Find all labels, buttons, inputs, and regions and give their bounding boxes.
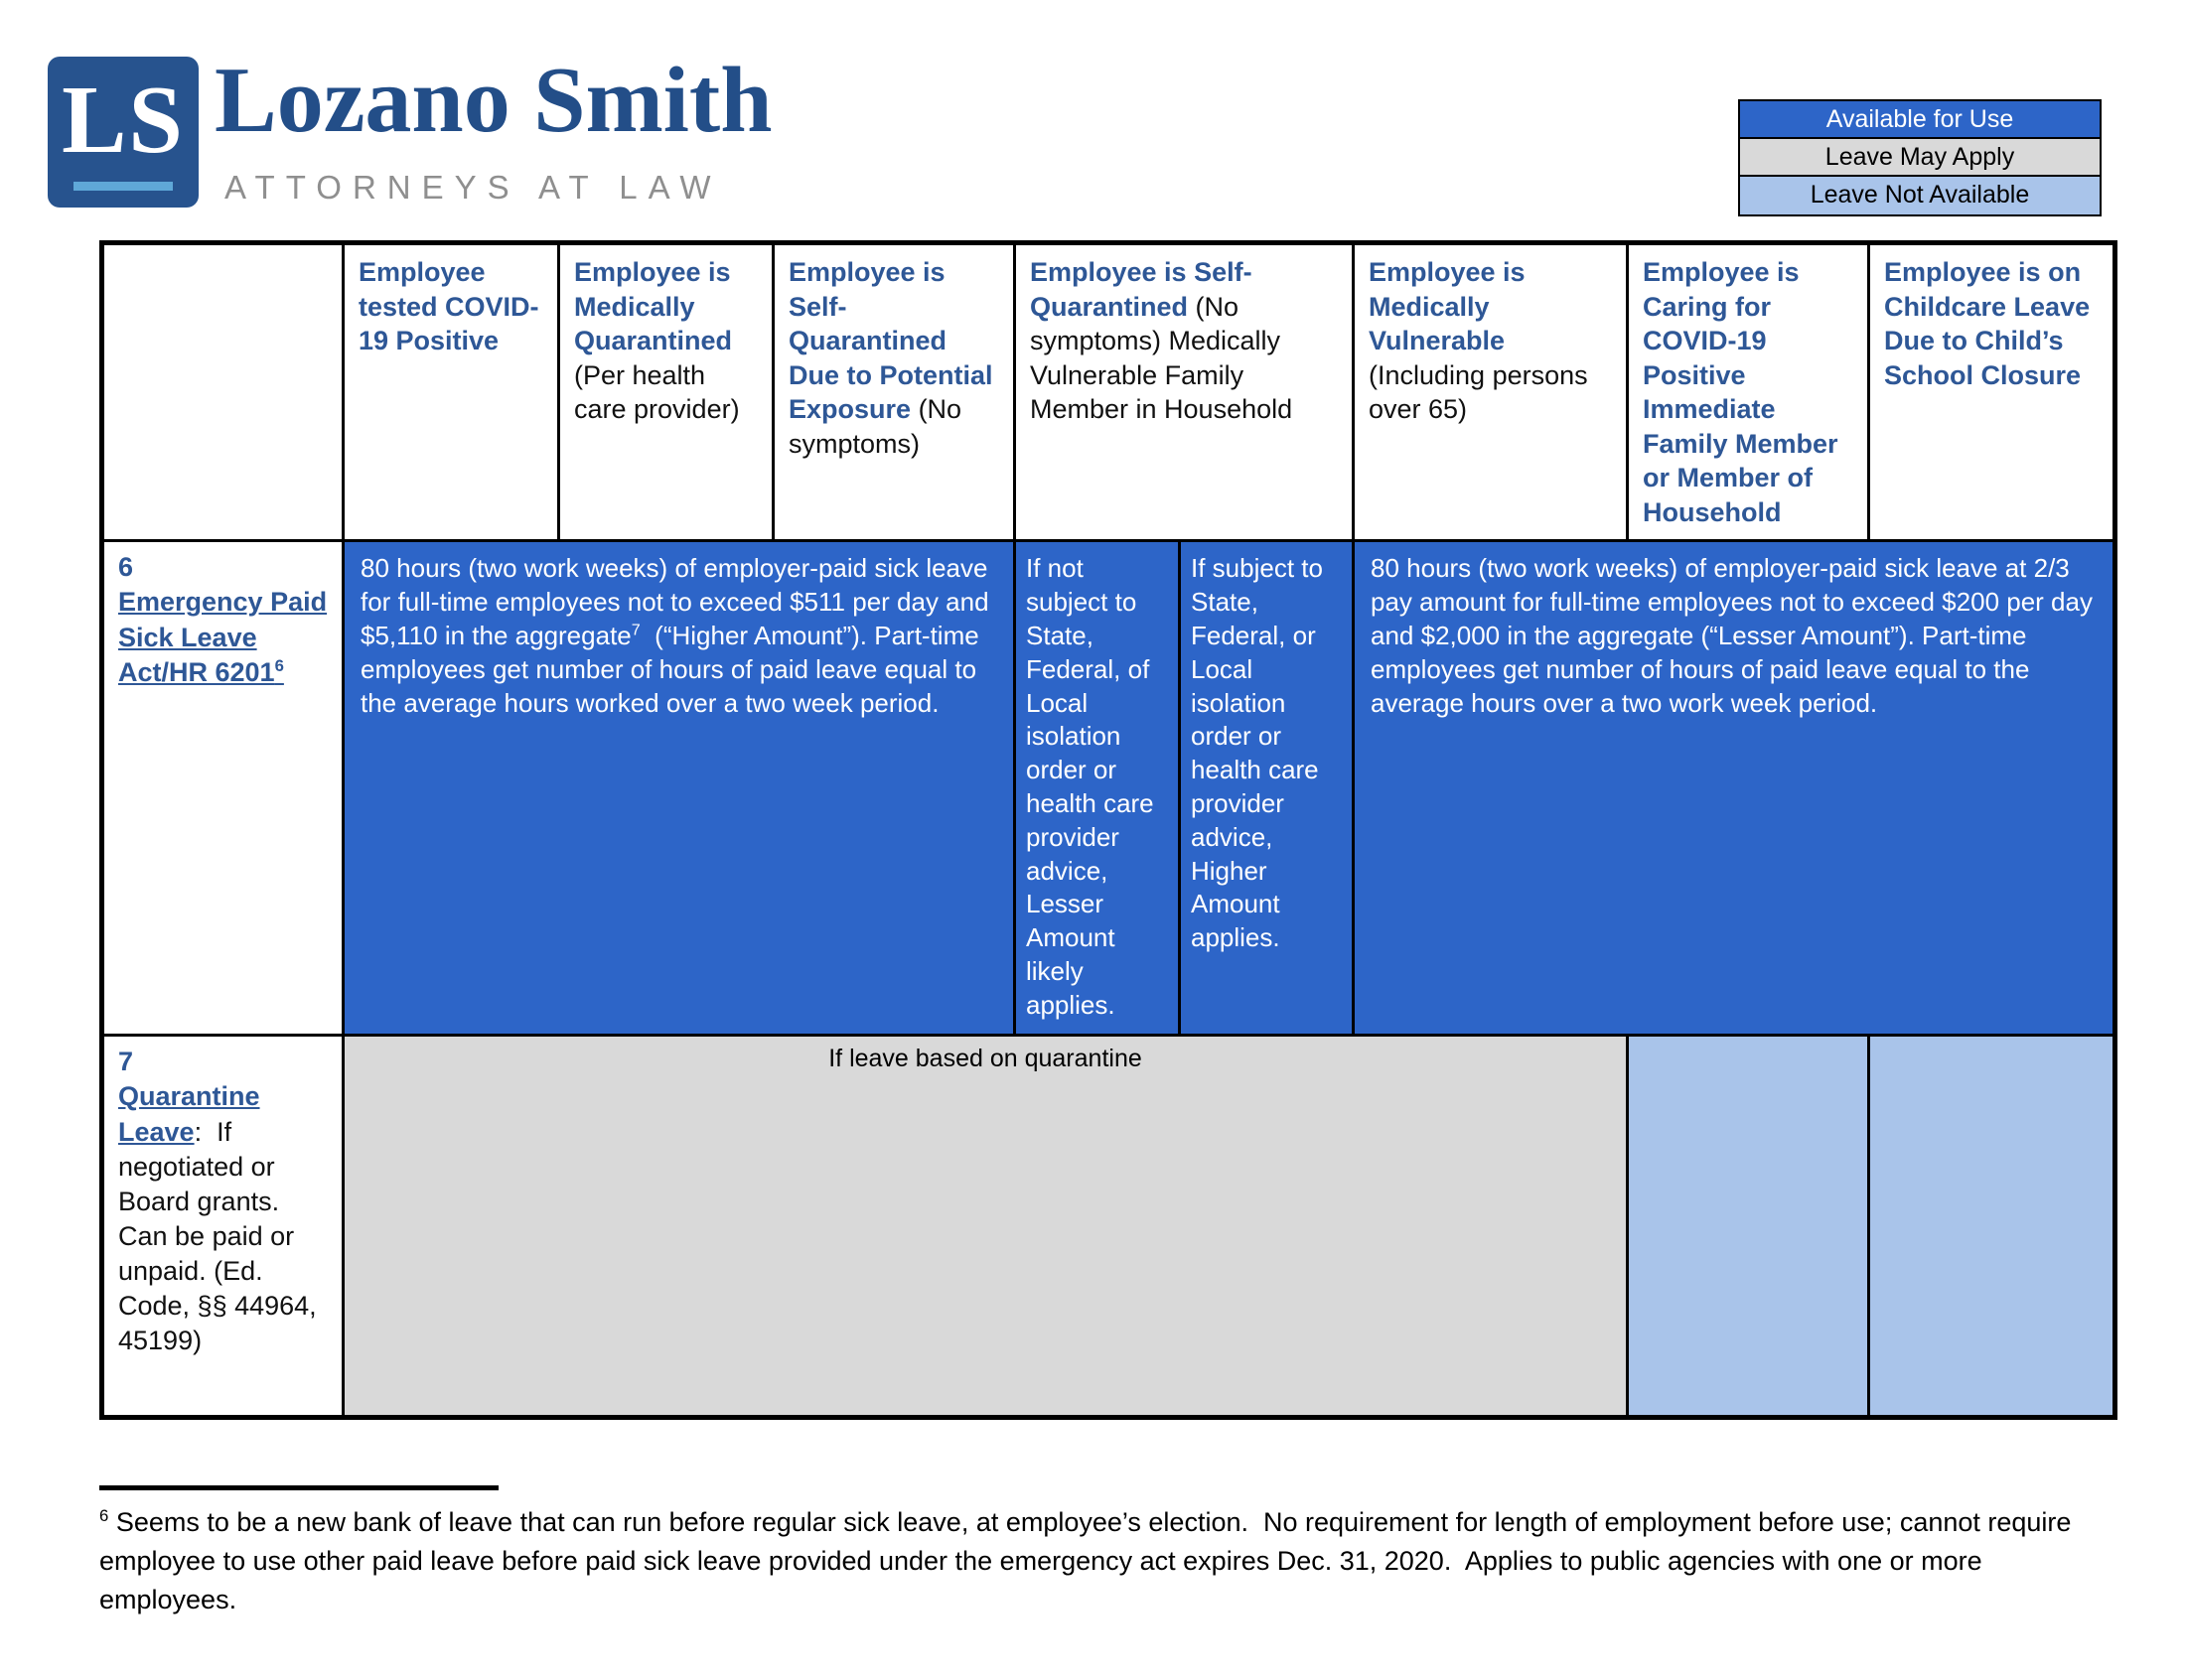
logo-monogram: LS: [62, 67, 185, 174]
cell-quarantine-not-available-caring: [1626, 1034, 1870, 1420]
legend-available-for-use: Available for Use: [1740, 101, 2100, 139]
row6-number: 6: [118, 552, 134, 583]
logo-accent-bar: [73, 182, 173, 191]
row7-label-cell: 7 Quarantine Leave: If negotiated or Boa…: [100, 1034, 345, 1420]
row-emergency-paid-sick-leave: 6 Emergency Paid Sick Leave Act/HR 62016…: [100, 539, 2116, 1038]
cell-epsla-lesser-amount: 80 hours (two work weeks) of employer-pa…: [1352, 539, 2116, 1038]
header-caring-for-family-member: Employee is Caring for COVID-19 Positive…: [1626, 240, 1870, 543]
leave-chart-table: Employee tested COVID-19 Positive Employ…: [99, 240, 2117, 1421]
legend-leave-may-apply: Leave May Apply: [1740, 139, 2100, 177]
legend-leave-not-available: Leave Not Available: [1740, 177, 2100, 214]
header-self-quarantined-vulnerable-family: Employee is Self-Quarantined (No symptom…: [1013, 240, 1355, 543]
row7-label-text: Quarantine Leave: If negotiated or Board…: [118, 1081, 317, 1356]
row6-label-cell: 6 Emergency Paid Sick Leave Act/HR 62016: [100, 539, 345, 1038]
footnote-6: 6 Seems to be a new bank of leave that c…: [99, 1506, 2072, 1615]
header-medically-quarantined: Employee is Medically Quarantined (Per h…: [557, 240, 775, 543]
firm-tagline: ATTORNEYS AT LAW: [224, 169, 722, 206]
header-empty-cell: [100, 240, 345, 543]
footnote-divider: [99, 1485, 499, 1490]
header-row: Employee tested COVID-19 Positive Employ…: [100, 240, 2116, 543]
header-medically-vulnerable: Employee is Medically Vulnerable (Includ…: [1352, 240, 1629, 543]
row7-leave-link[interactable]: Quarantine Leave: [118, 1081, 260, 1147]
logo-mark: LS: [48, 57, 199, 208]
row6-act-link[interactable]: Emergency Paid Sick Leave Act/HR 62016: [118, 587, 328, 687]
cell-epsla-higher-amount: 80 hours (two work weeks) of employer-pa…: [342, 539, 1016, 1038]
cell-epsla-if-subject: If subject to State, Federal, or Local i…: [1178, 539, 1355, 1038]
cell-quarantine-may-apply: If leave based on quarantine: [342, 1034, 1629, 1420]
header-self-quarantined-exposure: Employee is Self-Quarantined Due to Pote…: [772, 240, 1016, 543]
color-legend: Available for Use Leave May Apply Leave …: [1738, 99, 2102, 216]
cell-epsla-if-not-subject: If not subject to State, Federal, of Loc…: [1013, 539, 1181, 1038]
cell-quarantine-not-available-childcare: [1867, 1034, 2116, 1420]
row-quarantine-leave: 7 Quarantine Leave: If negotiated or Boa…: [100, 1034, 2116, 1420]
header-tested-positive: Employee tested COVID-19 Positive: [342, 240, 560, 543]
row7-number: 7: [118, 1047, 134, 1077]
firm-name: Lozano Smith: [215, 49, 773, 152]
header-childcare-leave: Employee is on Childcare Leave Due to Ch…: [1867, 240, 2116, 543]
